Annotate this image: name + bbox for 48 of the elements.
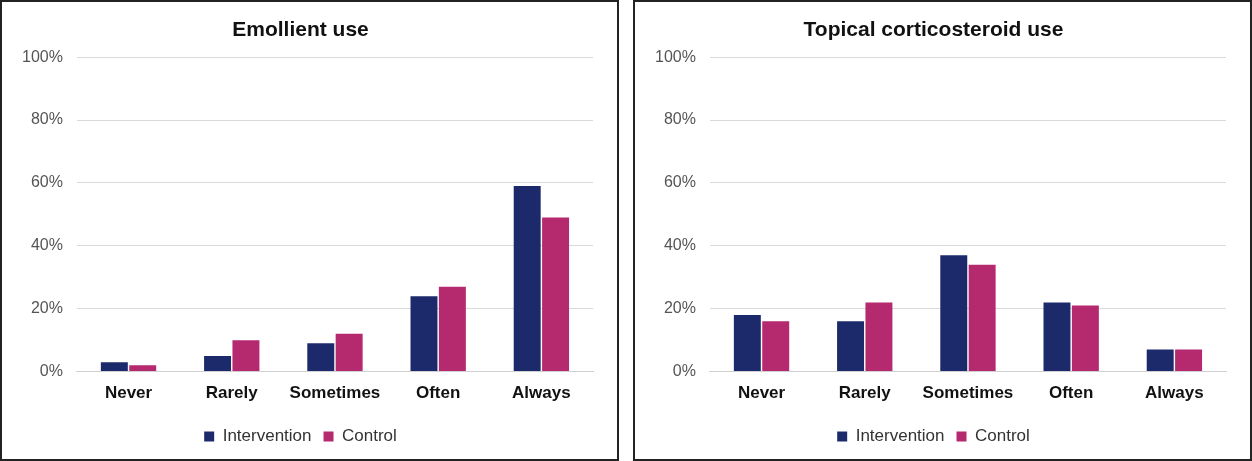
bar bbox=[129, 365, 157, 372]
x-tick-label: Sometimes bbox=[922, 383, 1014, 403]
bar bbox=[1071, 305, 1099, 372]
x-tick-label: Sometimes bbox=[289, 383, 381, 403]
y-tick-label: 40% bbox=[663, 236, 696, 254]
bar bbox=[1175, 349, 1203, 372]
bar bbox=[733, 315, 761, 372]
bar bbox=[837, 321, 865, 372]
x-tick-label: Often bbox=[1048, 383, 1094, 403]
bar bbox=[762, 321, 790, 372]
x-tick-label: Always bbox=[1145, 383, 1204, 403]
bar bbox=[307, 343, 335, 372]
x-tick-label: Never bbox=[737, 383, 786, 403]
chart-title: Emollient use bbox=[232, 17, 369, 41]
y-tick-label: 0% bbox=[39, 362, 63, 380]
bar bbox=[513, 186, 541, 372]
legend-label: Control bbox=[975, 426, 1030, 446]
y-tick-label: 80% bbox=[663, 110, 696, 128]
bar bbox=[438, 286, 466, 372]
x-tick-label: Rarely bbox=[205, 383, 259, 403]
bar bbox=[1043, 302, 1071, 372]
x-tick-label: Often bbox=[415, 383, 461, 403]
bar bbox=[232, 340, 260, 372]
legend-label: Control bbox=[342, 426, 397, 446]
y-tick-label: 80% bbox=[30, 110, 63, 128]
bar bbox=[335, 333, 363, 372]
y-tick-label: 100% bbox=[22, 47, 63, 65]
x-tick-label: Never bbox=[104, 383, 153, 403]
bar bbox=[100, 362, 128, 372]
chart-title: Topical corticosteroid use bbox=[803, 17, 1064, 41]
x-tick-label: Always bbox=[512, 383, 571, 403]
bar bbox=[204, 355, 232, 372]
bar bbox=[968, 264, 996, 372]
x-tick-label: Rarely bbox=[838, 383, 892, 403]
y-tick-label: 0% bbox=[672, 362, 696, 380]
bar bbox=[542, 217, 570, 372]
legend-label: Intervention bbox=[855, 426, 945, 446]
y-tick-label: 40% bbox=[30, 236, 63, 254]
y-tick-label: 100% bbox=[655, 47, 696, 65]
bar bbox=[1146, 349, 1174, 372]
bar bbox=[410, 296, 438, 372]
y-tick-label: 60% bbox=[30, 173, 63, 191]
y-tick-label: 20% bbox=[663, 299, 696, 317]
legend-label: Intervention bbox=[222, 426, 312, 446]
bar bbox=[940, 255, 968, 372]
y-tick-label: 20% bbox=[30, 299, 63, 317]
bar bbox=[865, 302, 893, 372]
y-tick-label: 60% bbox=[663, 173, 696, 191]
